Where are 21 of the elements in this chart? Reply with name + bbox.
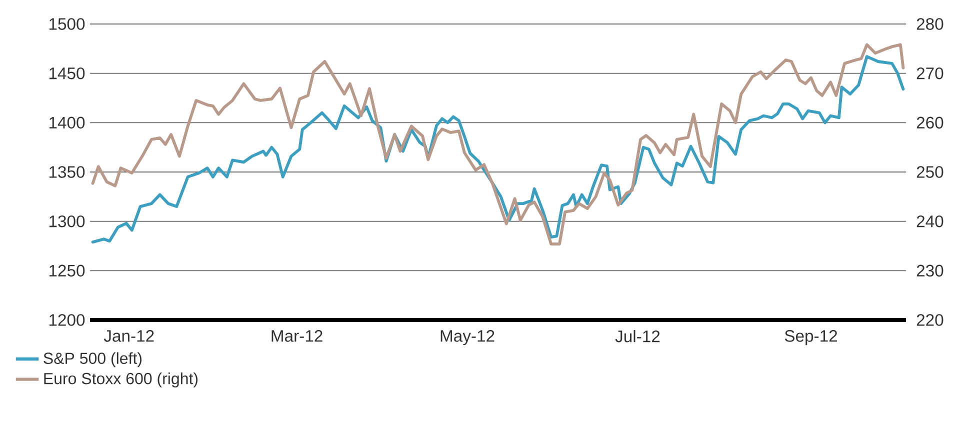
y2-tick-label: 240 <box>916 215 944 228</box>
legend-label: S&P 500 (left) <box>44 352 142 368</box>
y-tick-label: 1400 <box>49 116 85 129</box>
y2-tick-label: 260 <box>916 116 944 129</box>
x-tick-label: Sep-12 <box>784 330 838 346</box>
legend-label: Euro Stoxx 600 (right) <box>44 372 198 388</box>
y-tick-label: 1450 <box>49 67 85 80</box>
x-tick-label: Mar-12 <box>272 330 322 342</box>
y-tick-label: 1500 <box>49 18 85 30</box>
y-tick-label: 1200 <box>49 314 85 326</box>
y2-tick-label: 280 <box>916 18 944 30</box>
x-tick-label: Jul-12 <box>615 330 660 342</box>
y-tick-label: 1300 <box>49 215 85 228</box>
y2-tick-label: 230 <box>916 264 944 277</box>
y2-tick-label: 270 <box>916 67 944 80</box>
y2-tick-label: 220 <box>916 314 944 326</box>
y-tick-label: 1350 <box>49 166 85 178</box>
y-tick-label: 1250 <box>49 264 85 277</box>
x-tick-label: Jan-12 <box>104 330 154 342</box>
y2-tick-label: 250 <box>916 166 944 178</box>
x-tick-label: May-12 <box>440 330 494 346</box>
